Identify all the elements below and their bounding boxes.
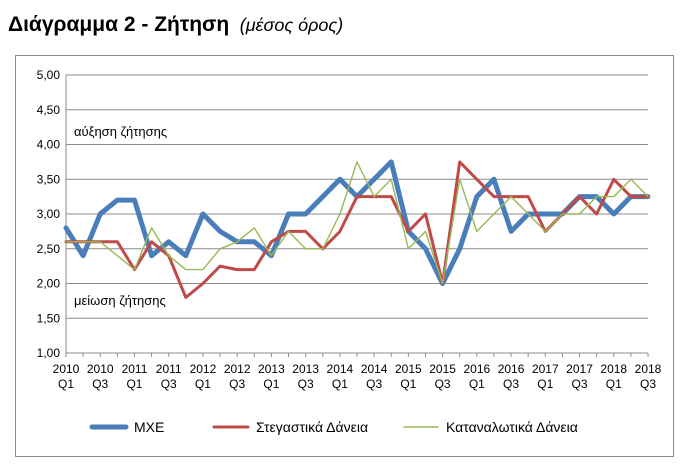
x-tick-quarter: Q1	[332, 377, 348, 391]
legend-label: ΜΧΕ	[134, 419, 164, 435]
x-tick-quarter: Q1	[126, 377, 142, 391]
axes: 1,00 1,50 2,00 2,50 3,00 3,50 4,00 4,50 5,00 2010…	[37, 68, 662, 391]
x-tick-quarter: Q3	[435, 377, 451, 391]
x-tick-quarter: Q3	[640, 377, 656, 391]
y-tick-label: 3,50	[37, 172, 61, 186]
x-tick-quarter: Q1	[606, 377, 622, 391]
series-line-1	[63, 159, 651, 286]
x-tick-year: 2017	[532, 362, 559, 376]
x-tick-year: 2013	[258, 362, 285, 376]
x-tick-year: 2016	[463, 362, 490, 376]
x-tick-year: 2014	[361, 362, 388, 376]
legend-label: Στεγαστικά Δάνεια	[256, 419, 368, 435]
x-tick-quarter: Q1	[263, 377, 279, 391]
x-tick-year: 2014	[327, 362, 354, 376]
x-tick-quarter: Q3	[366, 377, 382, 391]
x-tick-year: 2012	[224, 362, 251, 376]
x-tick-year: 2017	[566, 362, 593, 376]
x-tick-year: 2010	[87, 362, 114, 376]
x-tick-year: 2018	[600, 362, 627, 376]
x-tick-quarter: Q3	[298, 377, 314, 391]
x-tick-year: 2016	[498, 362, 525, 376]
chart-title: Διάγραμμα 2 - Ζήτηση	[8, 13, 230, 36]
y-tick-label: 4,00	[37, 138, 61, 152]
y-tick-label: 2,00	[37, 277, 61, 291]
chart-title-row: Διάγραμμα 2 - Ζήτηση (μέσος όρος)	[8, 13, 343, 37]
y-tick-label: 4,50	[37, 103, 61, 117]
x-tick-quarter: Q3	[503, 377, 519, 391]
y-tick-label: 1,50	[37, 311, 61, 325]
y-tick-label: 1,00	[37, 346, 61, 360]
x-tick-quarter: Q3	[161, 377, 177, 391]
y-tick-label: 3,00	[37, 207, 61, 221]
x-tick-quarter: Q3	[572, 377, 588, 391]
x-tick-year: 2015	[429, 362, 456, 376]
series-lines	[63, 159, 651, 299]
x-tick-year: 2018	[635, 362, 662, 376]
x-tick-year: 2011	[156, 362, 182, 376]
annotation-decrease: μείωση ζήτησης	[74, 293, 166, 308]
annotation-increase: αύξηση ζήτησης	[74, 124, 167, 139]
x-tick-year: 2010	[53, 362, 80, 376]
x-tick-quarter: Q3	[229, 377, 245, 391]
series-line-3	[65, 161, 649, 285]
y-tick-label: 5,00	[37, 68, 61, 82]
x-tick-quarter: Q1	[537, 377, 553, 391]
y-tick-label: 2,50	[37, 242, 61, 256]
legend-label: Καταναλωτικά Δάνεια	[446, 419, 578, 435]
x-tick-year: 2015	[395, 362, 422, 376]
x-tick-quarter: Q3	[92, 377, 108, 391]
x-tick-year: 2011	[122, 362, 148, 376]
chart-subtitle: (μέσος όρος)	[239, 15, 344, 35]
x-tick-quarter: Q1	[469, 377, 485, 391]
x-tick-year: 2013	[292, 362, 319, 376]
x-tick-quarter: Q1	[195, 377, 211, 391]
x-tick-quarter: Q1	[58, 377, 74, 391]
x-tick-year: 2012	[190, 362, 217, 376]
legend: ΜΧΕ Στεγαστικά Δάνεια Καταναλωτικά Δάνεια	[89, 419, 578, 435]
x-tick-quarter: Q1	[400, 377, 416, 391]
